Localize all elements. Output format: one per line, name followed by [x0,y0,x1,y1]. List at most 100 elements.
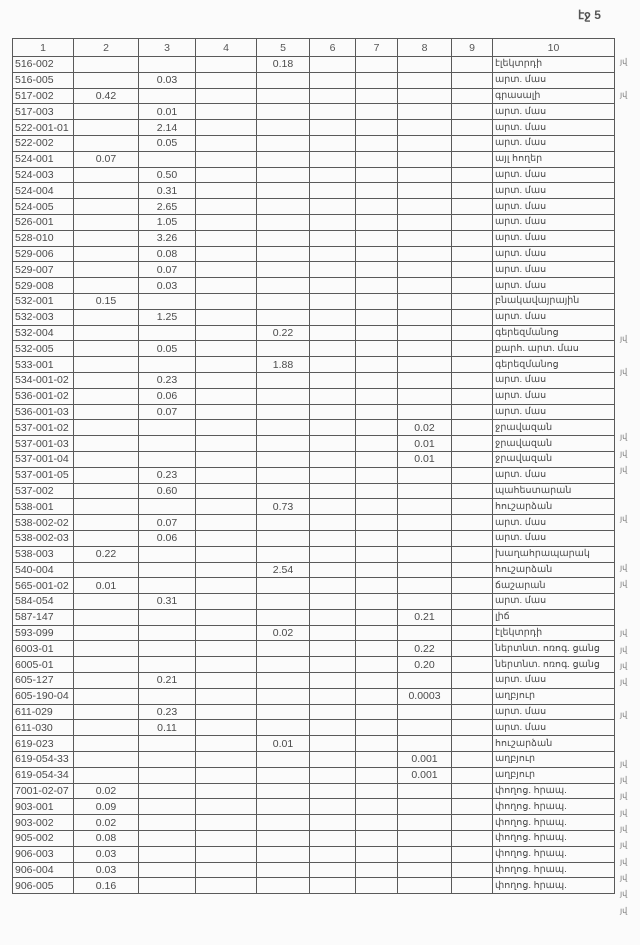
area-cell [256,687,310,705]
area-cell [256,261,310,279]
area-cell [397,103,452,121]
margin-mark: յվ [620,905,628,915]
area-cell [451,435,493,452]
parcel-code-cell: 533-001 [12,356,74,373]
column-header-9: 9 [451,38,493,57]
area-cell: 0.16 [73,877,139,895]
area-cell [195,435,257,452]
area-cell [195,877,257,895]
area-cell [451,371,493,389]
table-row: 524-005 2.65 արտ. մաս [12,198,615,215]
area-cell [309,387,356,405]
area-cell [195,624,257,642]
area-cell [397,545,452,563]
area-cell [195,498,257,516]
land-use-cell: գերեզմանոց [492,356,615,373]
area-cell [355,624,398,642]
area-cell [195,593,257,610]
table-row: 533-001 1.88 գերեզմանոց [12,356,615,373]
area-cell: 0.07 [138,261,196,279]
area-cell [195,229,257,247]
area-cell [309,277,356,294]
area-cell: 0.02 [73,782,139,800]
area-cell [355,529,398,547]
table-row: 522-002 0.05 արտ. մաս [12,134,615,152]
land-use-cell: արտ. մաս [492,166,615,184]
area-cell [73,419,139,437]
area-cell [195,545,257,563]
parcel-code-cell: 537-001-02 [12,419,74,437]
area-cell [397,213,452,231]
area-cell [355,798,398,816]
area-cell [309,672,356,689]
land-use-cell: արտ. մաս [492,308,615,326]
area-cell [256,798,310,816]
area-cell [451,687,493,705]
column-header-5: 5 [256,38,310,57]
area-cell [138,861,196,879]
area-cell [309,466,356,484]
area-cell: 0.07 [138,514,196,531]
margin-mark: յվ [620,856,628,866]
area-cell [73,466,139,484]
area-cell [73,277,139,294]
parcel-code-cell: 529-006 [12,245,74,263]
area-cell [309,340,356,358]
area-cell [451,640,493,658]
table-row: 532-005 0.05 քարհ. արտ. մաս [12,340,615,358]
area-cell [309,356,356,373]
area-cell [73,498,139,516]
area-cell: 3.26 [138,229,196,247]
area-cell: 0.01 [138,103,196,121]
table-row: 7001-02-07 0.02 փողոց. հրապ. [12,782,615,800]
margin-mark: յվ [620,367,628,377]
area-cell [256,814,310,832]
area-cell [355,687,398,705]
area-cell [309,166,356,184]
area-cell [195,466,257,484]
header-row: 1 2 3 4 5 6 7 8 9 10 [12,38,615,57]
area-cell: 0.001 [397,766,452,784]
parcel-code-cell: 524-001 [12,150,74,168]
area-cell [451,593,493,610]
area-cell [138,419,196,437]
parcel-code-cell: 538-002-02 [12,514,74,531]
column-header-1: 1 [12,38,74,57]
area-cell [397,529,452,547]
area-cell [397,87,452,105]
area-cell [309,624,356,642]
area-cell [138,735,196,753]
area-cell [451,830,493,847]
table-row: 529-006 0.08 արտ. մաս [12,245,615,263]
area-cell [195,814,257,832]
area-cell [73,182,139,200]
area-cell [138,877,196,895]
area-cell: 0.11 [138,719,196,737]
parcel-code-cell: 537-001-05 [12,466,74,484]
area-cell [397,340,452,358]
area-cell [451,719,493,737]
land-use-cell: արտ. մաս [492,182,615,200]
area-cell [256,593,310,610]
area-cell [355,703,398,721]
land-use-cell: արտ. մաս [492,672,615,689]
parcel-code-cell: 611-029 [12,703,74,721]
table-row: 611-030 0.11 արտ. մաս [12,719,615,737]
area-cell [451,656,493,674]
area-cell [195,56,257,73]
table-row: 532-003 1.25 արտ. մաս [12,308,615,326]
column-header-2: 2 [73,38,139,57]
area-cell [397,198,452,215]
area-cell [195,766,257,784]
table-row: 537-001-03 0.01 ջրավազան [12,435,615,452]
parcel-code-cell: 7001-02-07 [12,782,74,800]
area-cell [451,340,493,358]
area-cell [138,608,196,626]
area-cell: 0.22 [256,324,310,342]
area-cell [355,119,398,136]
area-cell [355,861,398,879]
land-use-cell: փողոց. հրապ. [492,830,615,847]
table-row: 903-001 0.09 փողոց. հրապ. [12,798,615,816]
area-cell [397,277,452,294]
area-cell [195,134,257,152]
